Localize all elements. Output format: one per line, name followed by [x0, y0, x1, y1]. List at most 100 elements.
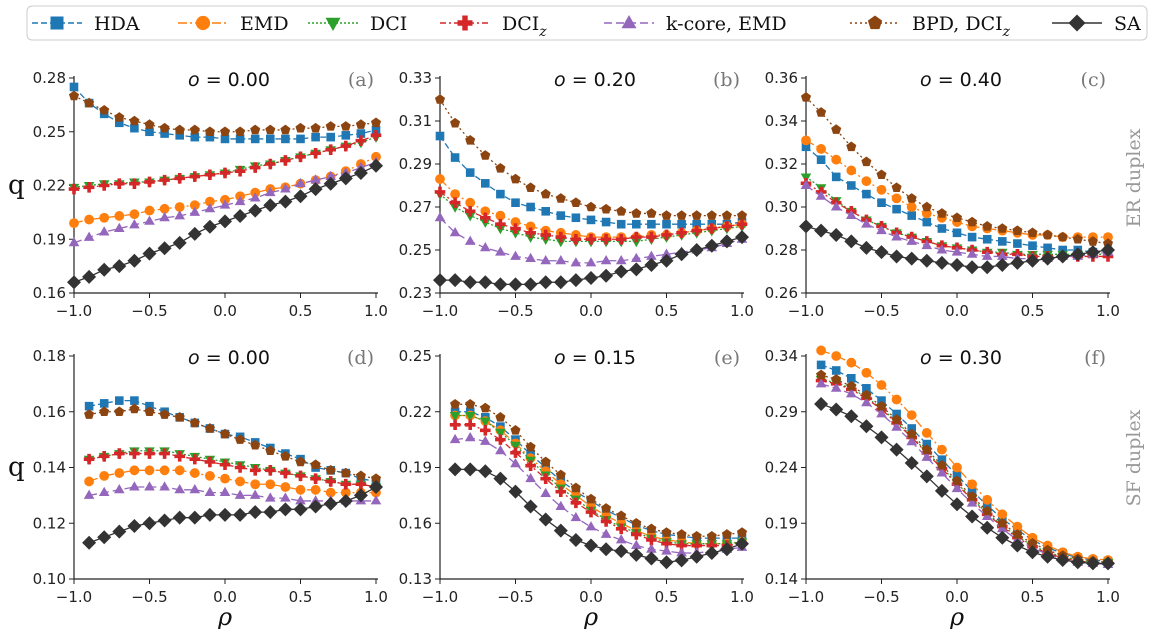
data-point: [859, 240, 874, 255]
legend-item-bpd-dciz: BPD, DCIz: [850, 13, 1011, 40]
data-point: [235, 476, 246, 487]
data-point: [982, 501, 992, 510]
data-point: [1043, 243, 1052, 253]
data-point: [846, 209, 857, 220]
data-point: [265, 186, 276, 197]
data-point: [691, 225, 702, 236]
data-point: [495, 218, 506, 230]
data-point: [67, 275, 81, 290]
y-tick-label: 0.34: [765, 347, 798, 365]
panel-title: o = 0.00: [188, 347, 270, 369]
x-tick-label: −1.0: [422, 588, 458, 606]
data-point: [921, 239, 933, 250]
data-point: [495, 434, 506, 445]
data-point: [478, 464, 493, 479]
data-point: [615, 254, 627, 265]
x-tick-label: 0.0: [213, 588, 237, 606]
x-tick-label: 1.0: [1096, 302, 1120, 320]
x-tick-label: −0.5: [131, 588, 167, 606]
data-point: [370, 495, 382, 505]
data-point: [997, 523, 1008, 533]
data-point: [112, 524, 127, 539]
data-point: [129, 219, 140, 229]
data-point: [982, 494, 993, 505]
data-point: [265, 492, 276, 502]
data-point: [219, 459, 231, 471]
panel-title: o = 0.15: [554, 347, 636, 369]
y-tick-label: 0.26: [765, 284, 798, 302]
series-line: [455, 411, 742, 539]
data-point: [555, 486, 567, 497]
data-point: [355, 470, 366, 481]
data-point: [967, 232, 977, 242]
x-axis-label: ρ: [217, 603, 232, 629]
data-point: [159, 448, 170, 459]
data-point: [98, 451, 110, 462]
legend-label: EMD: [240, 13, 289, 35]
data-point: [661, 229, 672, 241]
data-point: [435, 131, 445, 141]
data-point: [830, 201, 842, 211]
x-tick-label: −1.0: [788, 302, 824, 320]
series-dciz: [83, 448, 382, 493]
data-point: [280, 482, 291, 492]
data-point: [736, 527, 748, 537]
data-point: [525, 441, 536, 452]
data-point: [981, 510, 993, 520]
data-point: [523, 277, 538, 292]
data-point: [831, 366, 841, 375]
data-point: [97, 262, 112, 277]
data-point: [145, 401, 154, 411]
data-point: [187, 226, 202, 241]
data-point: [615, 534, 627, 544]
data-point: [510, 441, 521, 451]
data-point: [847, 181, 856, 190]
y-tick-label: 0.22: [399, 403, 432, 421]
series-bpd-dciz: [434, 94, 748, 220]
data-point: [250, 439, 261, 450]
data-point: [719, 234, 734, 249]
series-bpd-dciz: [450, 399, 748, 541]
data-point: [1042, 544, 1053, 555]
data-point: [921, 428, 932, 438]
data-point: [861, 176, 872, 187]
data-point: [523, 499, 538, 514]
series-line: [439, 135, 743, 225]
series-dciz: [68, 130, 382, 195]
data-point: [891, 182, 902, 192]
row-label-sf: SF duplex: [1123, 409, 1145, 506]
data-point: [142, 246, 157, 261]
data-point: [950, 258, 964, 273]
data-point: [540, 456, 551, 467]
series-sa: [814, 396, 1115, 571]
data-point: [719, 542, 734, 557]
data-point: [204, 423, 215, 433]
data-point: [616, 206, 627, 216]
data-point: [721, 529, 732, 539]
data-point: [997, 250, 1008, 260]
data-point: [311, 132, 320, 142]
data-point: [555, 254, 567, 265]
data-point: [965, 260, 980, 275]
data-point: [449, 197, 461, 208]
data-point: [449, 412, 461, 422]
data-point: [464, 206, 476, 217]
data-point: [1057, 231, 1068, 242]
data-point: [480, 212, 491, 224]
data-point: [1072, 233, 1083, 244]
y-tick-label: 0.22: [33, 177, 66, 195]
data-point: [631, 231, 642, 243]
data-point: [495, 163, 506, 173]
data-point: [861, 367, 872, 378]
data-point: [600, 528, 612, 538]
data-point: [159, 465, 170, 476]
x-tick-label: 0.0: [579, 588, 603, 606]
data-point: [659, 555, 674, 570]
data-point: [204, 202, 216, 213]
data-point: [816, 144, 826, 154]
data-point: [355, 478, 367, 490]
y-tick-label: 0.13: [399, 570, 432, 588]
x-tick-label: 1.0: [364, 302, 388, 320]
y-tick-label: 0.24: [765, 459, 798, 477]
